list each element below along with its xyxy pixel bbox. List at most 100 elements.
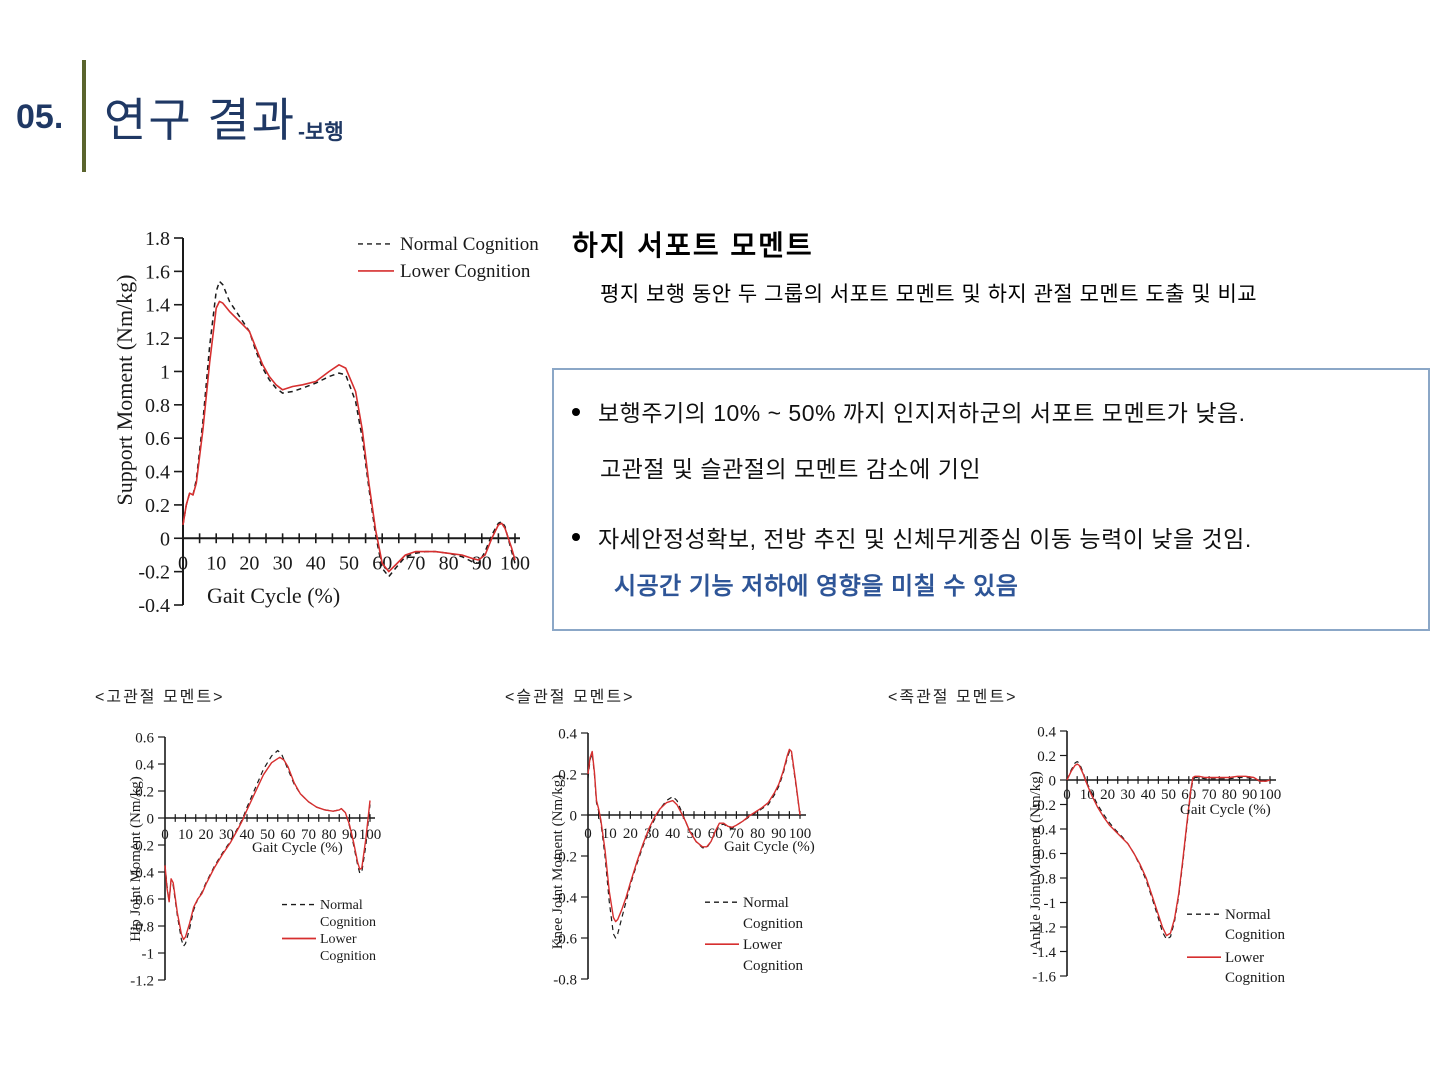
svg-text:90: 90 [1242, 787, 1257, 803]
svg-text:0.2: 0.2 [1037, 749, 1056, 765]
svg-text:-1.2: -1.2 [130, 973, 154, 989]
hip-moment-chart: 0.6 0.4 0.2 0 -0.2 -0.4 -0.6 -0.8 -1 -1.2 0 10 20 30 4… [128, 730, 382, 989]
svg-text:-1.2: -1.2 [1032, 920, 1056, 936]
svg-text:1.2: 1.2 [145, 328, 170, 350]
svg-text:1: 1 [160, 361, 170, 383]
section-heading: 하지 서포트 모멘트 [572, 230, 814, 261]
svg-text:90: 90 [771, 826, 786, 842]
svg-text:-0.4: -0.4 [553, 890, 577, 906]
svg-text:-0.8: -0.8 [553, 972, 577, 988]
svg-text:60: 60 [1181, 787, 1196, 803]
svg-text:90: 90 [472, 552, 492, 574]
svg-text:0.4: 0.4 [135, 757, 154, 773]
svg-text:60: 60 [708, 826, 723, 842]
svg-text:Normal Cognition: Normal Cognition [400, 234, 539, 255]
svg-text:10: 10 [178, 827, 193, 843]
svg-text:0: 0 [1063, 787, 1071, 803]
svg-text:50: 50 [687, 826, 702, 842]
svg-text:0: 0 [570, 808, 578, 824]
bullet-icon [572, 533, 580, 541]
svg-text:-0.6: -0.6 [130, 892, 154, 908]
svg-text:80: 80 [322, 827, 337, 843]
svg-text:80: 80 [1222, 787, 1237, 803]
svg-text:20: 20 [623, 826, 638, 842]
svg-text:-0.6: -0.6 [553, 931, 577, 947]
svg-text:40: 40 [1141, 787, 1156, 803]
svg-text:100: 100 [500, 552, 530, 574]
svg-text:-1: -1 [1044, 896, 1057, 912]
svg-text:-0.6: -0.6 [1032, 847, 1056, 863]
svg-text:0.6: 0.6 [135, 730, 154, 746]
svg-text:70: 70 [729, 826, 744, 842]
svg-text:0.8: 0.8 [145, 395, 170, 417]
callout-box: 보행주기의 10% ~ 50% 까지 인지저하군의 서포트 모멘트가 낮음. 고… [552, 368, 1430, 631]
svg-text:Gait Cycle (%): Gait Cycle (%) [252, 840, 343, 856]
svg-text:40: 40 [306, 552, 326, 574]
bullet1-line1: 보행주기의 10% ~ 50% 까지 인지저하군의 서포트 모멘트가 낮음. [598, 400, 1246, 426]
svg-text:20: 20 [199, 827, 214, 843]
svg-text:80: 80 [750, 826, 765, 842]
svg-text:0: 0 [1049, 773, 1057, 789]
svg-text:-0.2: -0.2 [1032, 798, 1056, 814]
page-title: 연구 결과 [104, 94, 297, 146]
svg-text:-0.4: -0.4 [1032, 822, 1056, 838]
bullet2-line1: 자세안정성확보, 전방 추진 및 신체무게중심 이동 능력이 낮을 것임. [598, 526, 1252, 552]
svg-text:Gait Cycle (%): Gait Cycle (%) [724, 839, 815, 855]
svg-text:1.8: 1.8 [145, 228, 170, 250]
svg-text:-0.4: -0.4 [130, 865, 154, 881]
bullet-icon [572, 408, 580, 416]
svg-text:100: 100 [789, 826, 812, 842]
svg-text:Hip Joint Moment (Nm/kg): Hip Joint Moment (Nm/kg) [128, 776, 144, 941]
hip-chart-caption: <고관절 모멘트> [95, 689, 225, 706]
svg-text:-0.2: -0.2 [553, 849, 577, 865]
svg-text:-0.8: -0.8 [1032, 871, 1056, 887]
svg-text:0: 0 [584, 826, 592, 842]
svg-text:-0.4: -0.4 [138, 595, 170, 617]
svg-text:10: 10 [206, 552, 226, 574]
svg-text:-0.8: -0.8 [130, 919, 154, 935]
svg-text:20: 20 [239, 552, 259, 574]
svg-text:90: 90 [342, 827, 357, 843]
svg-text:Gait Cycle (%): Gait Cycle (%) [207, 583, 340, 608]
svg-text:100: 100 [359, 827, 382, 843]
svg-text:80: 80 [439, 552, 459, 574]
svg-text:1.6: 1.6 [145, 261, 170, 283]
support-moment-chart: 1.8 1.6 1.4 1.2 1 0.8 0.6 0.4 0.2 0 -0.2 -0.4 0 10 20 3… [112, 228, 539, 617]
svg-text:30: 30 [273, 552, 293, 574]
section-number: 05. [16, 98, 64, 136]
svg-text:Support Moment (Nm/kg): Support Moment (Nm/kg) [112, 275, 137, 506]
svg-text:0.2: 0.2 [135, 784, 154, 800]
svg-text:-0.2: -0.2 [138, 562, 170, 584]
svg-text:0.2: 0.2 [558, 767, 577, 783]
page-title-suffix: -보행 [298, 121, 344, 144]
svg-text:30: 30 [219, 827, 234, 843]
svg-text:70: 70 [301, 827, 316, 843]
svg-text:40: 40 [665, 826, 680, 842]
svg-text:0: 0 [147, 811, 155, 827]
svg-text:100: 100 [1259, 787, 1282, 803]
svg-text:10: 10 [602, 826, 617, 842]
svg-text:Ankle Joint Moment (Nm/kg): Ankle Joint Moment (Nm/kg) [1028, 771, 1044, 951]
svg-text:0: 0 [178, 552, 188, 574]
svg-text:20: 20 [1100, 787, 1115, 803]
svg-text:Lower Cognition: Lower Cognition [400, 261, 531, 282]
svg-text:30: 30 [1120, 787, 1135, 803]
svg-text:70: 70 [405, 552, 425, 574]
section-subheading: 평지 보행 동안 두 그룹의 서포트 모멘트 및 하지 관절 모멘트 도출 및 … [600, 283, 1258, 306]
svg-text:40: 40 [240, 827, 255, 843]
svg-text:50: 50 [1161, 787, 1176, 803]
knee-moment-chart: 0.40.20-0.2-0.4-0.6-0.80 10 20 30 40 50 60 70 80… [550, 726, 815, 988]
svg-text:60: 60 [281, 827, 296, 843]
svg-text:0: 0 [161, 827, 169, 843]
svg-text:0.4: 0.4 [1037, 724, 1056, 740]
svg-text:0.2: 0.2 [145, 495, 170, 517]
svg-text:-1.4: -1.4 [1032, 945, 1056, 961]
bullet2-highlight: 시공간 기능 저하에 영향을 미칠 수 있음 [614, 573, 1019, 600]
svg-text:-1: -1 [142, 946, 155, 962]
ankle-moment-chart: 0.4 0.2 0 -0.2 -0.4 -0.6 -0.8 -1 -1.2 -1.4 -1.6 0 10… [1028, 724, 1286, 986]
